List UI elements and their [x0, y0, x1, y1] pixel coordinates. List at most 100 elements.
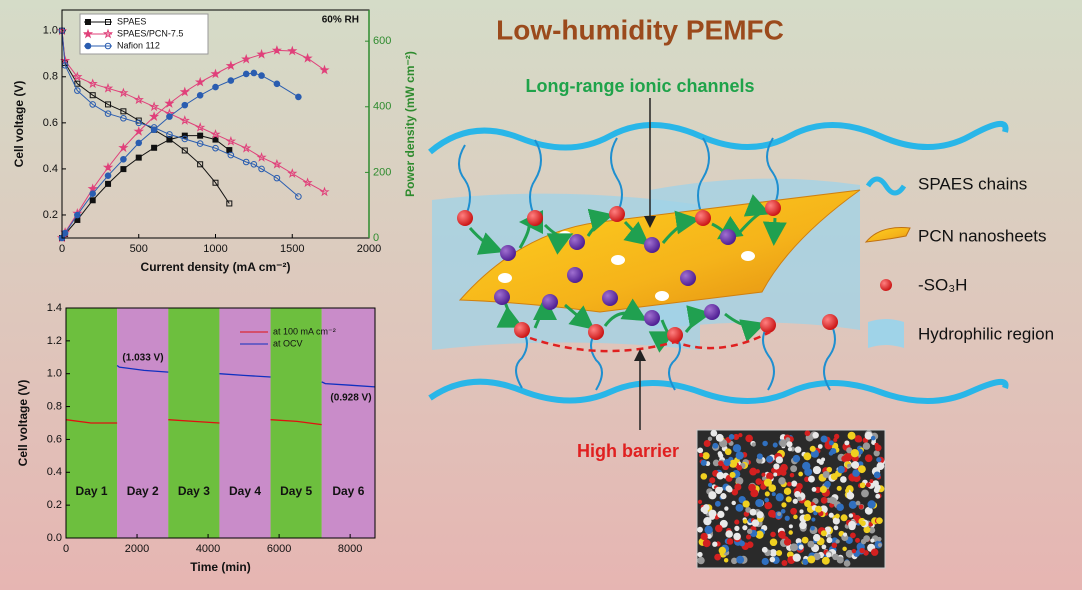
legend-region-icon [868, 319, 904, 348]
marker [181, 132, 188, 139]
atom [700, 459, 707, 466]
atom [718, 487, 724, 492]
atom [848, 500, 857, 509]
atom [804, 476, 810, 483]
atom [697, 526, 703, 533]
atom [816, 458, 822, 464]
atom [828, 440, 834, 446]
marker [295, 93, 302, 101]
atom [859, 547, 865, 554]
marker [181, 135, 189, 143]
marker [72, 71, 83, 82]
atom [738, 432, 743, 438]
marker [105, 19, 111, 25]
atom [828, 512, 834, 518]
marker [89, 190, 96, 198]
marker [225, 60, 237, 71]
y2-axis-label: Power density (mW cm⁻²) [403, 51, 417, 197]
atom [725, 530, 733, 538]
atom [702, 452, 710, 460]
atom [840, 514, 848, 522]
atom [858, 504, 864, 510]
atom [697, 447, 704, 454]
y-tick-label: 0.8 [47, 400, 62, 412]
atom [803, 513, 811, 522]
atom [862, 442, 871, 450]
atom [706, 533, 712, 539]
atom [850, 448, 859, 458]
atom [749, 467, 758, 476]
atom [835, 539, 840, 544]
marker [166, 131, 173, 138]
atom [749, 508, 757, 516]
nitrogen-sites [494, 229, 736, 326]
atom [792, 553, 801, 562]
marker [302, 52, 313, 63]
atom [812, 431, 819, 439]
atom [734, 525, 740, 532]
y-tick-label: 0.0 [47, 532, 62, 544]
atom [731, 500, 736, 506]
marker [197, 132, 204, 139]
atom [840, 476, 847, 483]
x-axis-label: Time (min) [190, 560, 250, 574]
atom [700, 506, 707, 513]
marker [118, 87, 129, 98]
atom [708, 491, 717, 500]
marker [181, 101, 189, 109]
marker [102, 82, 114, 93]
atom [798, 471, 804, 477]
spaes-chain [428, 378, 1009, 404]
simulation-atoms [697, 429, 885, 567]
marker [227, 77, 235, 84]
marker [181, 147, 188, 154]
atom [717, 510, 725, 519]
atom [783, 487, 792, 496]
atom [799, 509, 804, 514]
atom [719, 519, 728, 528]
marker [120, 166, 127, 173]
atom [715, 433, 724, 442]
marker [133, 94, 144, 105]
atom [751, 442, 756, 447]
marker [166, 113, 173, 120]
atom [697, 499, 703, 504]
atom [870, 435, 876, 441]
atom [872, 480, 879, 487]
atom [717, 451, 723, 456]
atom [700, 532, 708, 541]
series-line [65, 419, 322, 426]
marker [89, 197, 96, 204]
atom [786, 481, 792, 487]
marker [104, 172, 112, 179]
atom [764, 497, 770, 503]
atom [766, 503, 773, 509]
atom [785, 437, 791, 443]
atom [780, 508, 786, 514]
marker [104, 110, 112, 117]
marker [256, 48, 267, 59]
atom [870, 548, 879, 556]
atom [787, 446, 793, 452]
atom [746, 528, 753, 534]
atom [792, 454, 801, 463]
marker [271, 45, 282, 55]
atom [778, 477, 786, 485]
y2-tick-label: 0 [373, 232, 379, 244]
marker [226, 200, 233, 207]
atom [865, 482, 871, 488]
atom [830, 448, 837, 455]
atom [770, 531, 776, 538]
marker [105, 180, 112, 187]
atom [698, 452, 704, 458]
legend-sulfonic-icon [880, 279, 892, 291]
atom [766, 455, 774, 463]
atom [846, 491, 855, 500]
atom [756, 453, 763, 460]
annotation: 60% RH [322, 15, 359, 26]
atom [790, 507, 798, 515]
atom [734, 519, 740, 525]
day-label: Day 4 [229, 484, 261, 498]
atom [855, 500, 861, 506]
x-tick-label: 2000 [125, 543, 149, 555]
